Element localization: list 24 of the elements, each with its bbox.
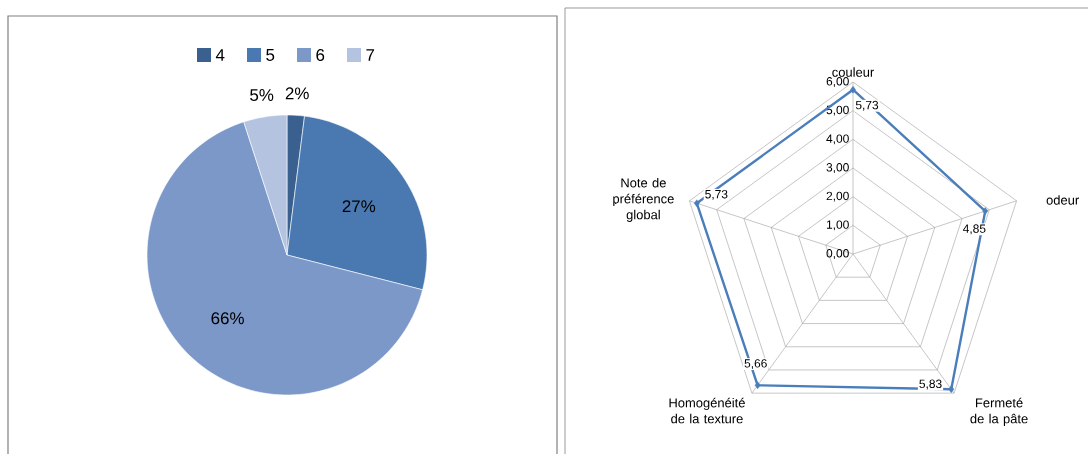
y-tick-label: 1,00 [826,220,849,231]
data-label: 27% [342,200,376,213]
data-label: 2% [285,87,309,100]
spoke-label: Note de préférence global [613,177,674,222]
y-tick-label: 4,00 [826,134,849,145]
spoke-label: Fermeté de la pâte [970,397,1028,426]
y-tick-label: 0,00 [826,249,849,259]
text: 4,85 [962,224,986,235]
spoke-label: couleur [832,67,875,77]
legend-label: 6 [316,49,325,61]
y-tick-label: 2,00 [826,191,849,202]
spoke-label: Homogénéité de la texture [669,397,745,424]
spoke-label: odeur [1046,195,1079,205]
text: 5,66 [744,359,767,370]
text: 5,73 [855,100,879,111]
legend-label: 5 [266,49,275,61]
legend-label: 4 [215,49,225,61]
text: 5,83 [919,379,942,390]
text: 5,73 [705,189,728,200]
data-label: 66% [211,312,244,325]
y-tick-label: 6,00 [826,77,849,87]
data-label: 5% [250,89,274,101]
legend-label: 7 [366,49,375,61]
y-tick-label: 3,00 [826,163,849,173]
